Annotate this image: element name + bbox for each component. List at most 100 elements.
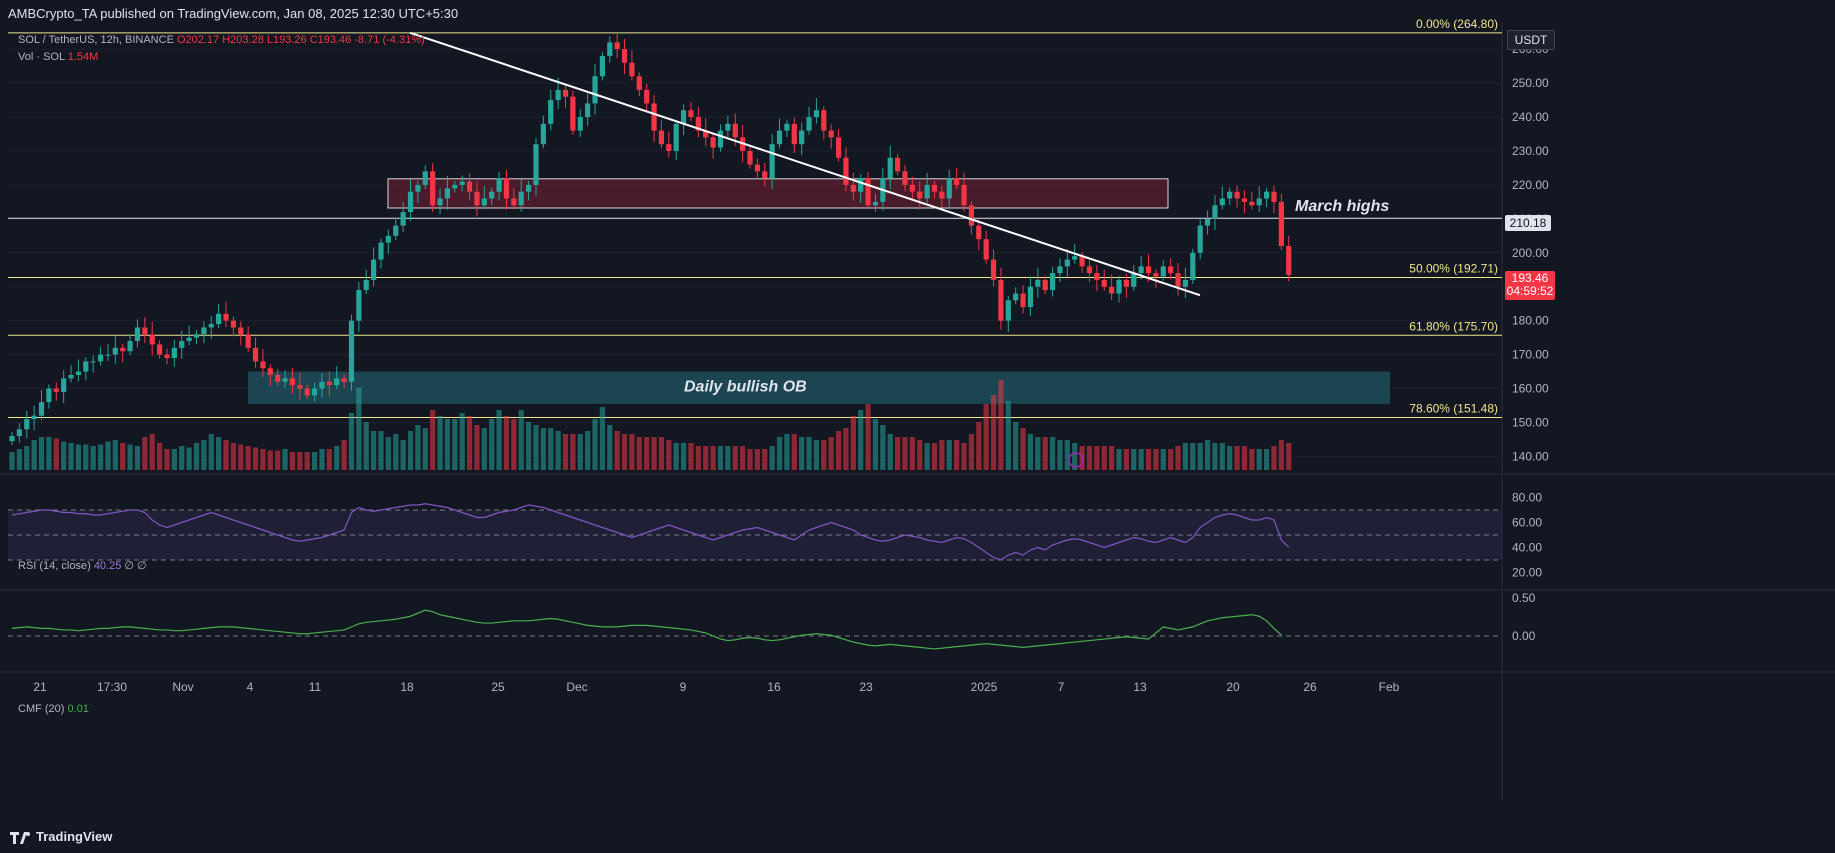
candle-body [452,184,458,189]
symbol-legend[interactable]: SOL / TetherUS, 12h, BINANCE O202.17 H20… [18,34,425,46]
candle-body [134,327,141,342]
candle-body [872,201,879,206]
rsi-line [11,503,1290,561]
volume-bar [562,434,569,470]
alert-icon[interactable] [1068,452,1084,468]
volume-bar [326,449,332,470]
volume-bar [585,431,591,470]
price-axis[interactable]: 260.00250.00240.00230.00220.00210.00200.… [1512,42,1549,463]
volume-bar [1138,449,1144,470]
candle-body [378,242,384,260]
volume-bar [754,449,760,470]
fib-label: 50.00% (192.71) [1409,262,1498,276]
volume-legend[interactable]: Vol · SOL 1.54M [18,51,98,63]
volume-bar [319,449,325,470]
candle-body [1271,191,1277,202]
candle-body [732,123,738,138]
price-tick-label: 140.00 [1512,449,1549,463]
candle-body [865,178,871,206]
volume-bar [267,450,273,470]
volume-bar [1271,446,1277,470]
volume-bar [289,452,296,470]
candle-body [725,123,731,131]
volume-bar [1094,446,1100,470]
volume-bar [61,441,67,470]
zones [248,178,1390,404]
candle-body [193,334,200,338]
candle-body [1020,293,1026,308]
candle-body [526,184,532,192]
cmf-legend[interactable]: CMF (20) 0.01 [18,703,89,715]
candle-body [939,191,945,199]
candle-body [828,130,834,138]
price-tick-label: 240.00 [1512,110,1549,124]
fib-label: 61.80% (175.70) [1409,319,1498,333]
volume-bar [1256,449,1262,470]
candle-body [1278,201,1284,246]
volume-bar [732,446,738,470]
price-tick-label: 170.00 [1512,348,1549,362]
tradingview-logo[interactable]: TradingView [10,829,112,844]
time-tick-label: 23 [859,680,873,694]
time-tick-label: 25 [491,680,505,694]
candle-body [1212,205,1218,219]
volume-bar [1190,443,1196,470]
candle-body [1197,225,1203,253]
candle-body [297,385,303,389]
candle-body [356,290,362,321]
cmf-line [11,609,1282,650]
tradingview-icon [10,831,30,844]
volume-bar [149,434,155,470]
candle-body [186,337,192,342]
candle-body [348,320,355,382]
candle-body [371,259,377,280]
volume-bar [850,416,856,470]
volume-bar [740,446,746,470]
volume-bar [880,425,886,470]
volume-bar [459,413,465,470]
candle-body [16,429,22,437]
volume-bar [503,416,510,470]
trendline[interactable] [409,31,1201,297]
volume-bar [112,440,118,470]
candle-body [1042,279,1048,291]
volume-bar [1212,443,1218,470]
volume-bar [695,446,701,470]
time-tick-label: 16 [767,680,781,694]
volume-bar [31,440,37,470]
candle-body [334,378,340,386]
candle-body [407,191,414,213]
volume-bar [371,431,377,470]
candle-body [341,378,347,382]
rsi-legend[interactable]: RSI (14, close) 40.25 ∅ ∅ [18,559,147,572]
volume-bar [1131,449,1137,470]
candle-body [518,191,524,206]
volume-bar [53,438,59,470]
candle-body [599,55,605,77]
price-tick-label: 160.00 [1512,382,1549,396]
currency-button[interactable]: USDT [1507,30,1555,50]
volume-bar [769,446,775,470]
candle-body [38,402,45,416]
candle-body [311,388,318,396]
rsi-tick-label: 40.00 [1512,541,1542,555]
fib-label: 0.00% (264.80) [1416,17,1498,31]
volume-bar [16,449,22,470]
candle-body [835,137,842,158]
volume-bar [1175,446,1181,470]
candle-body [791,123,797,145]
descending-trendline[interactable] [409,31,1201,297]
price-tick-label: 220.00 [1512,178,1549,192]
volume-bar [865,404,871,470]
volume-bar [747,449,753,470]
volume-bar [38,437,45,470]
volume-bar [400,440,406,470]
volume-bar [813,440,820,470]
bullish-ob-label: Daily bullish OB [684,379,807,396]
candle-body [1219,198,1225,206]
candle-body [976,225,982,240]
candle-body [570,96,576,131]
time-axis[interactable]: 21 17:30 Nov 4 11 18 25 Dec 9 16 23 2025 7 13 20 26 Feb [33,680,1399,694]
time-tick-label: Nov [172,680,193,694]
